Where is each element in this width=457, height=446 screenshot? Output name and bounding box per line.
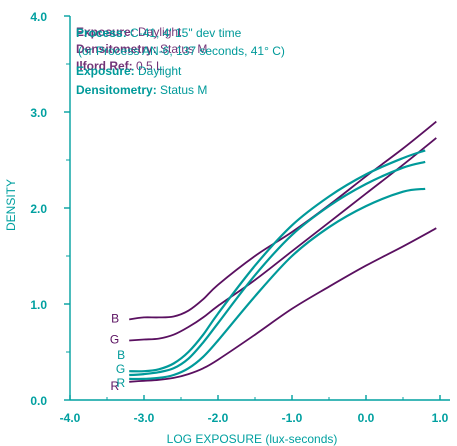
x-tick-label: 1.0 — [432, 411, 449, 425]
curve-upper-b — [129, 120, 437, 321]
curve-lower-b — [129, 149, 426, 373]
annotation-label: Exposure: — [76, 64, 138, 78]
annotation-value: Status M — [160, 83, 207, 97]
annotation-back-value: 0.5 L — [136, 59, 163, 73]
annotation-line: (or Process AN-6, 137 seconds, 41° C) — [78, 44, 285, 58]
x-tick-label: -3.0 — [134, 411, 155, 425]
curve-upper-g — [129, 137, 437, 342]
tick-labels: -4.0 -3.0 -2.0 -1.0 0.0 1.0 0.0 1.0 2.0 3.0 4.0 — [30, 10, 448, 425]
curve-lower-r — [129, 187, 426, 381]
annotation-back-line: Densitometry: Status M — [76, 42, 207, 56]
ticks — [64, 15, 441, 401]
x-tick-label: -4.0 — [60, 411, 81, 425]
x-tick-label: -2.0 — [208, 411, 229, 425]
annotation-value: Daylight — [138, 64, 182, 78]
annotation-line: Exposure: Daylight — [76, 64, 182, 78]
annotation-front: Process: C-41, 4' 15" dev time (or Proces… — [76, 26, 285, 97]
x-axis-title: LOG EXPOSURE (lux-seconds) — [167, 432, 338, 446]
y-tick-label: 0.0 — [30, 394, 47, 408]
curve-label-lower-r: R — [117, 376, 126, 390]
annotation-value: C-41, 4' 15" dev time — [130, 26, 242, 40]
curves — [129, 120, 437, 383]
x-tick-label: -1.0 — [282, 411, 303, 425]
x-tick-label: 0.0 — [358, 411, 375, 425]
annotation-back-label: Ilford Ref: — [76, 59, 136, 73]
annotation-label: Process: — [76, 26, 130, 40]
curve-label-upper-g: G — [110, 332, 119, 346]
annotation-back-label: Exposure: — [76, 25, 138, 39]
curve-label-lower-g: G — [116, 362, 125, 376]
annotation-back-value: Daylight — [138, 25, 182, 39]
annotation-back-line: Ilford Ref: 0.5 L — [76, 59, 163, 73]
annotation-label: Densitometry: — [76, 83, 160, 97]
annotation-line: Process: C-41, 4' 15" dev time — [76, 26, 242, 40]
y-tick-label: 3.0 — [30, 106, 47, 120]
y-tick-label: 2.0 — [30, 202, 47, 216]
curve-upper-r — [129, 227, 437, 383]
annotation-value: (or Process AN-6, 137 seconds, 41° C) — [78, 44, 285, 58]
curve-lower-g — [129, 160, 426, 377]
y-tick-label: 1.0 — [30, 298, 47, 312]
annotation-back-label: Densitometry: — [76, 42, 160, 56]
annotation-back-line: Exposure: Daylight — [76, 25, 182, 39]
annotation-overlay-back: Exposure: Daylight Densitometry: Status M… — [76, 25, 207, 73]
curve-label-upper-r: R — [111, 379, 120, 393]
annotation-line: Densitometry: Status M — [76, 83, 207, 97]
curve-label-upper-b: B — [111, 311, 119, 325]
annotation-back-value: Status M — [160, 42, 207, 56]
curve-label-lower-b: B — [117, 348, 125, 362]
y-tick-label: 4.0 — [30, 10, 47, 24]
y-axis-title: DENSITY — [4, 179, 18, 231]
